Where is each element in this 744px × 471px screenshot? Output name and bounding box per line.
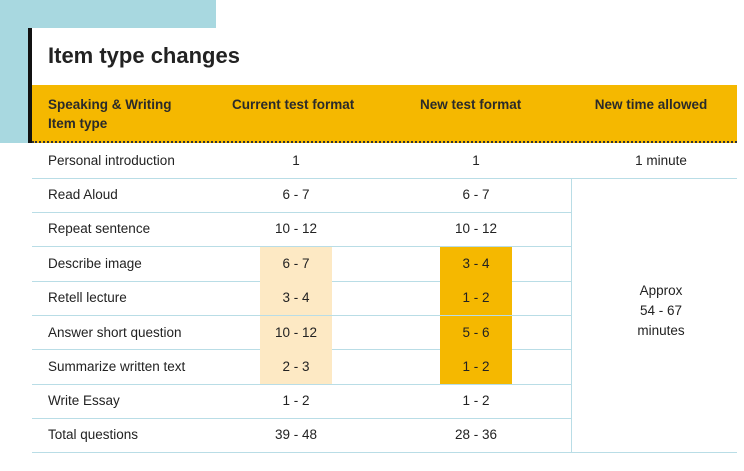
header-item-line2: Item type [48, 116, 108, 131]
title-accent-bar [28, 28, 32, 143]
row-retell-lecture-current: 3 - 4 [260, 281, 332, 315]
row-summarize-written-text-item: Summarize written text [48, 359, 186, 374]
merged-time-line2: 54 - 67 [639, 303, 683, 318]
row-write-essay-new: 1 - 2 [462, 393, 490, 408]
row-total-questions-current: 39 - 48 [274, 427, 318, 442]
row-answer-short-question-new: 5 - 6 [440, 316, 512, 350]
row-describe-image-new: 3 - 4 [440, 247, 512, 281]
row-read-aloud-item: Read Aloud [48, 187, 118, 202]
row-repeat-sentence-new: 10 - 12 [454, 221, 498, 236]
page-title: Item type changes [48, 43, 240, 68]
header-dotted-divider [32, 141, 737, 143]
row-personal-intro-item: Personal introduction [48, 153, 175, 168]
row-divider [32, 212, 571, 213]
header-new-format: New test format [420, 97, 522, 112]
row-read-aloud-new: 6 - 7 [462, 187, 490, 202]
table-header [32, 85, 737, 143]
row-total-questions-new: 28 - 36 [454, 427, 498, 442]
row-repeat-sentence-item: Repeat sentence [48, 221, 151, 236]
table-bottom-border [32, 452, 737, 453]
row-write-essay-item: Write Essay [48, 393, 120, 408]
header-current-format: Current test format [232, 97, 355, 112]
row-read-aloud-current: 6 - 7 [282, 187, 310, 202]
row-summarize-written-text-new: 1 - 2 [440, 350, 512, 384]
row-divider [32, 178, 737, 179]
row-retell-lecture-item: Retell lecture [48, 290, 127, 305]
row-describe-image-item: Describe image [48, 256, 142, 271]
row-divider [32, 315, 571, 316]
row-divider [32, 246, 571, 247]
row-total-questions-item: Total questions [48, 427, 139, 442]
header-item-line1: Speaking & Writing [48, 97, 172, 112]
header-item-type: Speaking & Writing Item type [48, 95, 172, 133]
row-describe-image-current: 6 - 7 [260, 247, 332, 281]
header-new-time: New time allowed [594, 97, 708, 112]
merged-time-line3: minutes [637, 323, 685, 338]
row-divider [32, 384, 571, 385]
row-personal-intro-new: 1 [472, 153, 480, 168]
merged-time-allowed: Approx 54 - 67 minutes [586, 281, 736, 341]
row-answer-short-question-item: Answer short question [48, 325, 182, 340]
row-divider [32, 418, 571, 419]
row-repeat-sentence-current: 10 - 12 [274, 221, 318, 236]
row-personal-intro-current: 1 [292, 153, 300, 168]
row-write-essay-current: 1 - 2 [282, 393, 310, 408]
row-summarize-written-text-current: 2 - 3 [260, 350, 332, 384]
row-retell-lecture-new: 1 - 2 [440, 281, 512, 315]
row-answer-short-question-current: 10 - 12 [260, 316, 332, 350]
merged-time-line1: Approx [639, 283, 683, 298]
row-personal-intro-time: 1 minute [635, 153, 687, 168]
time-column-divider [571, 178, 572, 452]
